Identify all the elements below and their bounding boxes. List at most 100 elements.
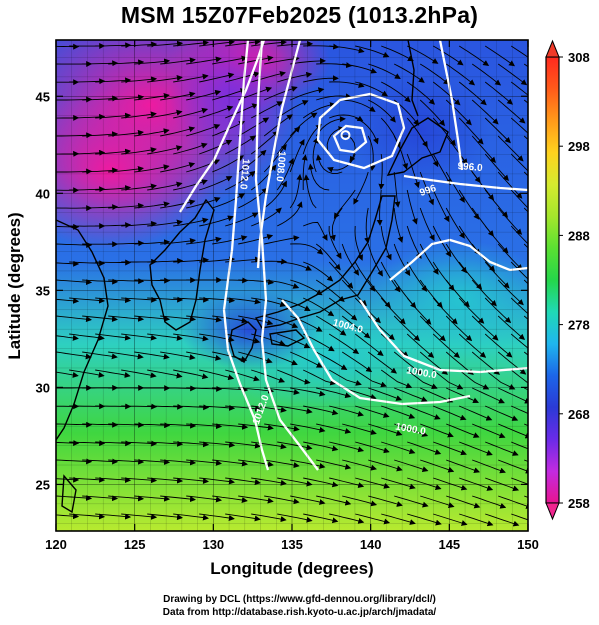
wind-streamline	[380, 81, 411, 103]
isobar-1000-b	[359, 299, 528, 374]
wind-streamline	[199, 297, 236, 304]
wind-streamline	[69, 333, 105, 341]
wind-streamline	[497, 243, 523, 271]
wind-streamline	[95, 77, 132, 84]
wind-streamline	[381, 405, 416, 419]
wind-streamline	[484, 261, 510, 289]
axis-ticks: 120 125 130 135 140 145 150 25 30 35 40 45	[36, 40, 539, 552]
wind-streamline	[56, 279, 93, 286]
wind-streamline	[355, 477, 390, 489]
wind-streamline	[407, 405, 441, 420]
wind-streamline	[301, 154, 308, 190]
wind-streamline	[446, 387, 480, 404]
isobar-low-inner	[332, 124, 368, 154]
wind-streamline	[95, 297, 132, 304]
isobar-1012-north	[179, 40, 266, 213]
wind-streamline	[69, 297, 106, 304]
wind-streamline	[433, 477, 468, 491]
wind-streamline	[312, 137, 319, 173]
wind-streamline	[134, 201, 170, 209]
wind-streamline	[485, 405, 519, 421]
wind-streamline	[484, 153, 509, 182]
wind-streamline	[406, 153, 420, 189]
wind-streamline	[147, 145, 183, 155]
wind-streamline	[173, 369, 209, 380]
wind-streamline	[380, 261, 401, 293]
wind-streamline	[484, 81, 514, 105]
wind-streamline	[173, 441, 210, 448]
wind-streamline	[173, 296, 210, 303]
wind-streamline	[471, 135, 496, 164]
wind-streamline	[329, 405, 364, 417]
wind-streamline	[302, 123, 322, 155]
wind-streamline	[432, 189, 450, 223]
wind-streamline	[238, 187, 268, 209]
wind-streamline	[498, 387, 528, 404]
wind-streamline	[419, 207, 435, 241]
wind-streamline	[225, 513, 261, 522]
wind-streamline	[433, 441, 467, 456]
wind-streamline	[406, 261, 428, 292]
x-tick-label: 125	[124, 537, 146, 552]
wind-streamline	[238, 351, 273, 364]
wind-streamline	[186, 56, 222, 65]
wind-streamline	[56, 242, 93, 248]
wind-streamline	[329, 114, 364, 122]
wind-streamline	[376, 189, 383, 226]
wind-streamline	[251, 297, 287, 308]
wind-streamline	[82, 95, 119, 102]
wind-streamline	[277, 513, 313, 523]
wind-streamline	[173, 257, 210, 264]
wind-streamline	[95, 440, 132, 447]
wind-streamline	[315, 243, 341, 271]
wind-streamline	[406, 297, 432, 325]
coastline-china	[56, 219, 109, 441]
wind-streamline	[341, 279, 367, 307]
coastline-hokkaido	[386, 117, 449, 176]
wind-streamline	[316, 459, 352, 470]
wind-streamline	[510, 369, 528, 384]
wind-streamline	[186, 423, 223, 430]
wind-streamline	[472, 459, 506, 474]
wind-streamline	[471, 315, 499, 341]
isobar-label: 1008.0	[273, 151, 287, 183]
wind-streamline	[69, 260, 106, 267]
wind-streamline	[458, 117, 484, 145]
y-tick-label: 40	[36, 186, 50, 201]
wind-streamline	[276, 126, 301, 155]
wind-streamline	[510, 333, 528, 349]
wind-streamline	[277, 441, 313, 451]
wind-streamline	[69, 513, 106, 520]
wind-streamline	[446, 459, 481, 474]
wind-streamline	[316, 62, 353, 69]
wind-streamline	[498, 423, 528, 439]
wind-streamline	[160, 126, 196, 137]
wind-streamline	[484, 369, 516, 390]
wind-streamline	[56, 440, 80, 446]
wind-streamline	[290, 87, 325, 101]
y-tick-label: 35	[36, 283, 50, 298]
isobar-label: 1012.0	[237, 158, 251, 190]
wind-streamline	[199, 215, 234, 227]
y-tick-label: 45	[36, 89, 50, 104]
wind-streamline	[95, 185, 132, 191]
wind-streamline	[277, 477, 313, 487]
wind-streamline	[147, 477, 184, 484]
wind-streamline	[238, 495, 274, 504]
wind-streamline	[354, 333, 384, 356]
lat-lon-grid	[56, 40, 528, 531]
wind-streamline	[251, 70, 286, 83]
x-tick-label: 130	[202, 537, 224, 552]
wind-streamline	[419, 243, 439, 275]
wind-streamline	[368, 459, 403, 472]
wind-streamline	[251, 405, 287, 413]
wind-streamline	[121, 111, 157, 119]
wind-streamline	[328, 333, 360, 354]
wind-streamline	[186, 197, 221, 209]
wind-streamline	[406, 189, 418, 225]
wind-streamline	[121, 183, 157, 191]
wind-streamline	[432, 117, 456, 147]
wind-streamline	[134, 422, 171, 429]
wind-streamline	[510, 189, 528, 209]
wind-streamline	[445, 207, 465, 239]
